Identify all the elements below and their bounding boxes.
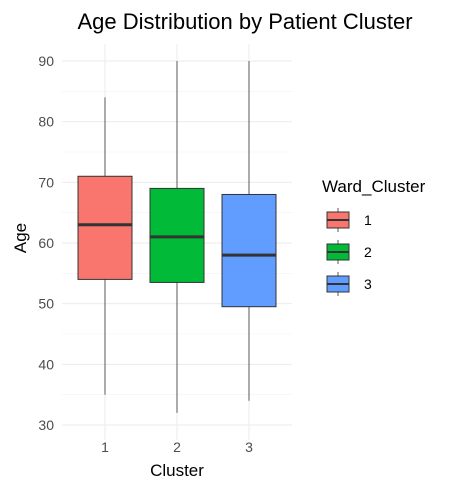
legend-label: 3 bbox=[364, 276, 372, 292]
x-tick-label: 2 bbox=[173, 439, 181, 455]
legend-item-3: 3 bbox=[326, 272, 372, 296]
x-tick-label: 3 bbox=[245, 439, 253, 455]
y-tick-label: 50 bbox=[38, 296, 54, 312]
y-axis-ticks: 30 40 50 60 70 80 90 bbox=[38, 53, 54, 433]
legend: Ward_Cluster 1 2 3 bbox=[322, 177, 426, 296]
box-cluster-3 bbox=[221, 61, 277, 401]
y-tick-label: 40 bbox=[38, 356, 54, 372]
x-axis-title: Cluster bbox=[150, 461, 204, 480]
y-tick-label: 70 bbox=[38, 174, 54, 190]
box-iqr bbox=[221, 193, 277, 308]
x-tick-label: 1 bbox=[101, 439, 109, 455]
legend-item-2: 2 bbox=[326, 240, 372, 264]
y-tick-label: 80 bbox=[38, 114, 54, 130]
legend-title: Ward_Cluster bbox=[322, 177, 426, 196]
legend-item-1: 1 bbox=[326, 208, 372, 232]
y-axis-title: Age bbox=[11, 223, 30, 253]
box-cluster-1 bbox=[77, 97, 133, 395]
y-tick-label: 30 bbox=[38, 417, 54, 433]
box-iqr bbox=[149, 187, 205, 283]
boxes bbox=[77, 61, 277, 413]
box-iqr bbox=[77, 175, 133, 280]
legend-items: 1 2 3 bbox=[326, 208, 372, 296]
x-axis-ticks: 1 2 3 bbox=[101, 439, 253, 455]
chart-title: Age Distribution by Patient Cluster bbox=[77, 9, 412, 34]
box-cluster-2 bbox=[149, 61, 205, 413]
legend-label: 2 bbox=[364, 244, 372, 260]
y-tick-label: 90 bbox=[38, 53, 54, 69]
legend-label: 1 bbox=[364, 212, 372, 228]
y-tick-label: 60 bbox=[38, 235, 54, 251]
